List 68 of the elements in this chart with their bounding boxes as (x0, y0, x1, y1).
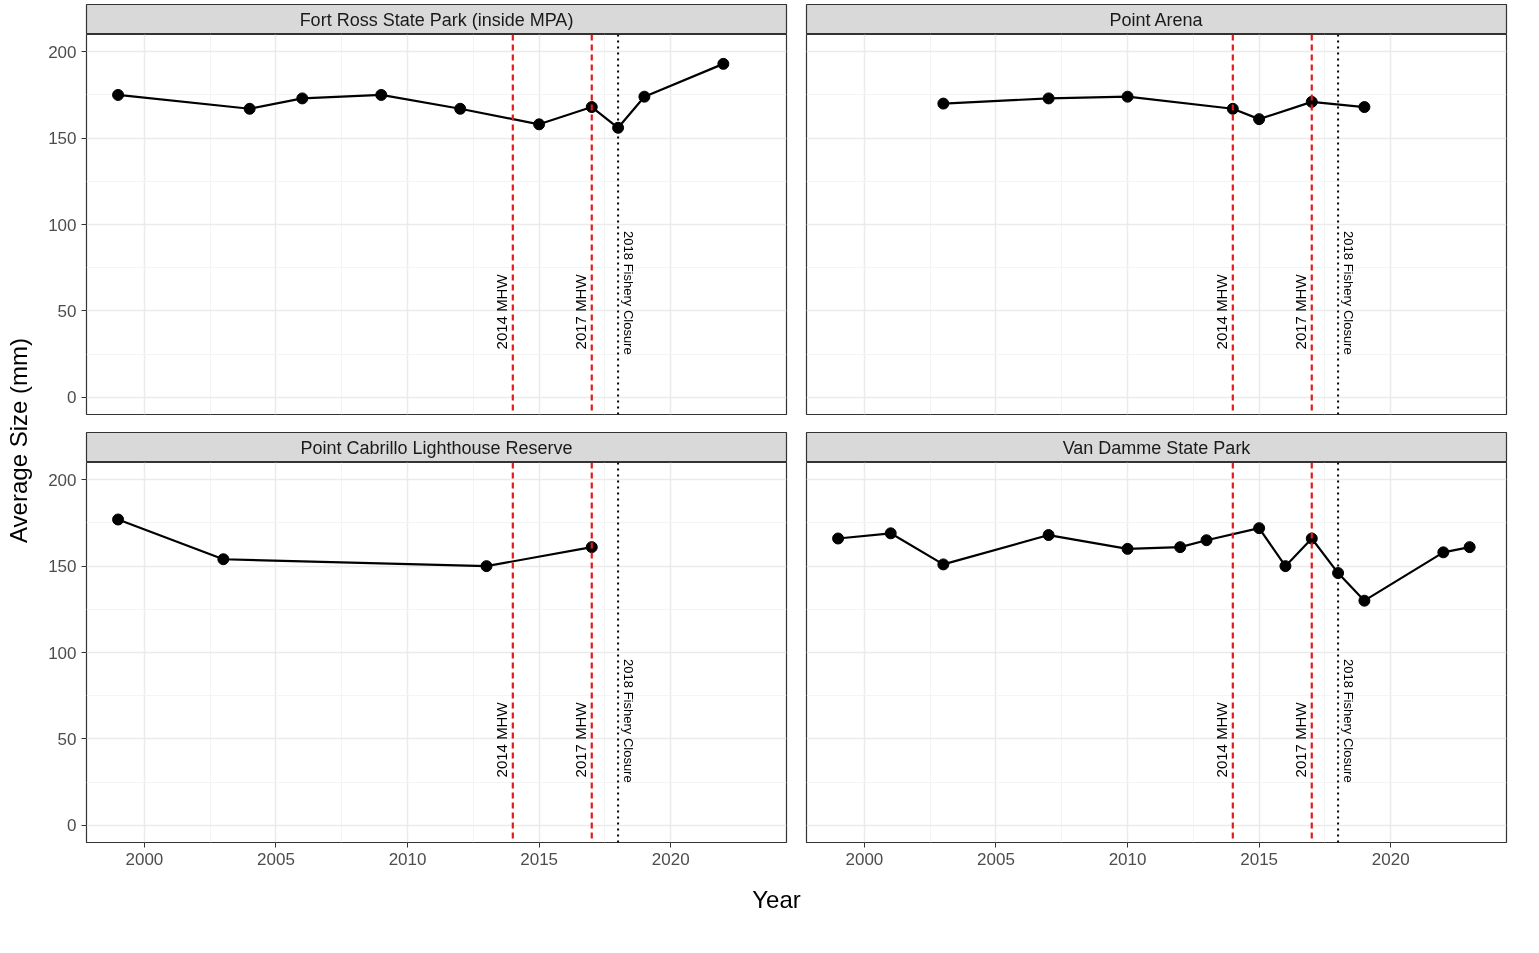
point (217, 553, 230, 566)
y-tick-label: 0 (67, 388, 77, 408)
x-tick-label: 2020 (651, 849, 690, 869)
y-tick-label: 100 (48, 643, 77, 663)
ref-line-label: 2014 MHW (1212, 701, 1230, 778)
point (937, 558, 950, 571)
point (1253, 113, 1266, 126)
x-tick-label: 2005 (257, 849, 295, 869)
ref-line-label: 2014 MHW (492, 701, 510, 778)
point (1279, 560, 1292, 573)
ref-line-label: 2017 MHW (571, 701, 589, 778)
point (454, 102, 467, 115)
point (1437, 546, 1450, 559)
point (1358, 101, 1371, 114)
ref-line-label: 2017 MHW (1291, 701, 1309, 778)
ref-line-label: 2017 MHW (571, 273, 589, 350)
point (1121, 542, 1134, 555)
x-tick-label: 2015 (1240, 849, 1279, 869)
point (884, 527, 897, 540)
chart-title: Point Arena (1109, 9, 1204, 30)
x-tick-label: 2000 (845, 849, 884, 869)
point (612, 121, 625, 134)
y-tick-label: 50 (57, 729, 77, 749)
point (375, 88, 388, 101)
y-tick-label: 150 (48, 129, 77, 149)
chart-title: Point Cabrillo Lighthouse Reserve (300, 437, 573, 458)
ref-line-label: 2018 Fishery Closure (621, 659, 637, 783)
x-tick-label: 2005 (977, 849, 1015, 869)
ref-line-label: 2018 Fishery Closure (1341, 659, 1357, 783)
point (1042, 529, 1055, 542)
x-tick-label: 2010 (388, 849, 427, 869)
point (1200, 534, 1213, 547)
x-tick-label: 2015 (520, 849, 559, 869)
point (243, 102, 256, 115)
ref-line-label: 2014 MHW (492, 273, 510, 350)
point (1463, 541, 1476, 554)
ref-line-label: 2018 Fishery Closure (1341, 231, 1357, 355)
point (1253, 522, 1266, 535)
x-axis-title: Year (752, 886, 801, 913)
point (533, 118, 546, 131)
chart-title: Fort Ross State Park (inside MPA) (299, 9, 574, 30)
point (1358, 594, 1371, 607)
ref-line-label: 2018 Fishery Closure (621, 231, 637, 355)
y-tick-label: 200 (48, 470, 77, 490)
point (717, 57, 730, 70)
point (937, 97, 950, 110)
point (1332, 567, 1345, 580)
y-tick-label: 200 (48, 42, 77, 62)
y-axis-title: Average Size (mm) (5, 338, 32, 543)
point (112, 88, 125, 101)
x-tick-label: 2000 (125, 849, 164, 869)
point (832, 532, 845, 545)
y-tick-label: 0 (67, 816, 77, 836)
point (112, 513, 125, 526)
point (480, 560, 493, 573)
point (296, 92, 309, 105)
point (1121, 90, 1134, 103)
chart-title: Van Damme State Park (1062, 437, 1252, 458)
point (1174, 541, 1187, 554)
point (638, 90, 651, 103)
ref-line-label: 2014 MHW (1212, 273, 1230, 350)
x-tick-label: 2010 (1108, 849, 1147, 869)
point (1042, 92, 1055, 105)
y-tick-label: 150 (48, 557, 77, 577)
x-tick-label: 2020 (1371, 849, 1410, 869)
ref-line-label: 2017 MHW (1291, 273, 1309, 350)
y-tick-label: 100 (48, 215, 77, 235)
y-tick-label: 50 (57, 301, 77, 321)
